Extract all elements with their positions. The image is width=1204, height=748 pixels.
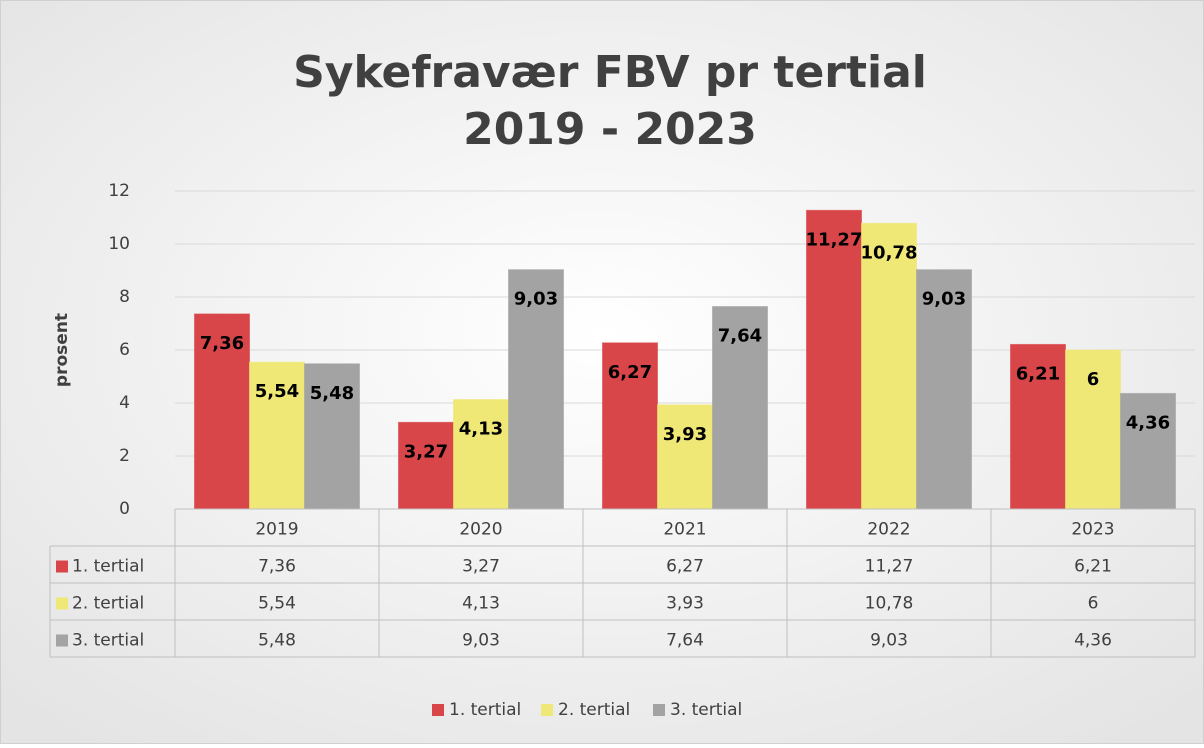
bar	[916, 269, 972, 510]
legend-key	[56, 597, 68, 610]
y-tick-label: 8	[119, 287, 130, 307]
data-label: 4,36	[1126, 412, 1170, 433]
y-tick-label: 2	[119, 446, 130, 466]
data-label: 11,27	[806, 229, 863, 250]
table-row-label: 2. tertial	[72, 594, 144, 614]
table-cell: 4,13	[462, 594, 500, 614]
bar	[249, 361, 305, 510]
data-label: 3,93	[663, 424, 707, 445]
table-row-label: 3. tertial	[72, 631, 144, 651]
legend-label: 2. tertial	[558, 700, 630, 720]
table-cell: 9,03	[870, 631, 908, 651]
data-label: 6	[1087, 369, 1100, 390]
legend-key	[653, 704, 665, 716]
table-cell: 6,27	[666, 557, 704, 577]
table-cell: 3,27	[462, 557, 500, 577]
bar	[657, 404, 713, 510]
data-label: 7,64	[718, 326, 762, 347]
y-tick-label: 10	[108, 234, 130, 254]
bar	[304, 363, 360, 510]
legend-label: 3. tertial	[670, 700, 742, 720]
chart-title: Sykefravær FBV pr tertial	[293, 47, 927, 98]
table-cell: 10,78	[865, 594, 914, 614]
bar	[453, 399, 509, 510]
table-row-label: 1. tertial	[72, 557, 144, 577]
table-cell: 4,36	[1074, 631, 1112, 651]
bar	[712, 306, 768, 510]
bar	[861, 222, 917, 510]
data-label: 5,54	[255, 381, 299, 402]
table-cell: 11,27	[865, 557, 914, 577]
x-tick-label: 2019	[255, 520, 298, 540]
y-tick-label: 4	[119, 393, 130, 413]
data-label: 7,36	[200, 333, 244, 354]
x-tick-label: 2022	[867, 520, 910, 540]
legend-label: 1. tertial	[449, 700, 521, 720]
y-tick-label: 0	[119, 499, 130, 519]
bar	[398, 421, 454, 510]
x-tick-label: 2020	[459, 520, 502, 540]
data-label: 6,27	[608, 362, 652, 383]
legend-key	[432, 704, 444, 716]
data-label: 5,48	[310, 383, 354, 404]
bar	[508, 269, 564, 510]
table-cell: 7,36	[258, 557, 296, 577]
y-axis-label: prosent	[52, 313, 72, 387]
table-cell: 5,48	[258, 631, 296, 651]
table-cell: 5,54	[258, 594, 296, 614]
bar	[194, 313, 250, 510]
x-tick-label: 2021	[663, 520, 706, 540]
bar	[602, 342, 658, 510]
table-cell: 3,93	[666, 594, 704, 614]
x-tick-label: 2023	[1071, 520, 1114, 540]
legend-key	[56, 560, 68, 573]
bar	[1010, 343, 1066, 510]
table-cell: 9,03	[462, 631, 500, 651]
y-tick-label: 6	[119, 340, 130, 360]
data-label: 10,78	[861, 242, 918, 263]
data-label: 6,21	[1016, 363, 1060, 384]
data-label: 4,13	[459, 419, 503, 440]
bar	[1120, 392, 1176, 510]
table-cell: 6	[1088, 594, 1099, 614]
table-cell: 7,64	[666, 631, 704, 651]
y-tick-label: 12	[108, 181, 130, 201]
chart-title: 2019 - 2023	[463, 104, 757, 155]
data-label: 3,27	[404, 441, 448, 462]
bar	[806, 209, 862, 510]
bar	[1065, 349, 1121, 510]
data-label: 9,03	[514, 289, 558, 310]
legend-key	[56, 634, 68, 647]
data-label: 9,03	[922, 289, 966, 310]
table-cell: 6,21	[1074, 557, 1112, 577]
legend-key	[541, 704, 553, 716]
